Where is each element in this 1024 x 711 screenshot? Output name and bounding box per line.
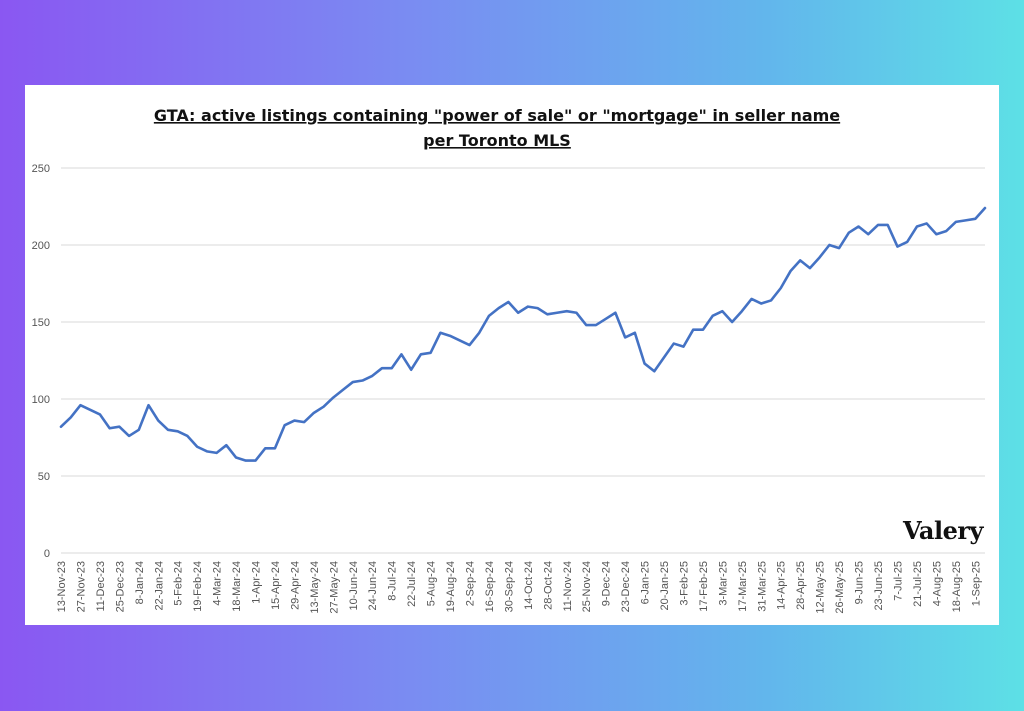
- y-tick-label: 100: [32, 394, 50, 406]
- x-tick-label: 23-Dec-24: [620, 561, 632, 612]
- x-tick-label: 17-Mar-25: [737, 561, 749, 612]
- x-tick-label: 6-Jan-25: [640, 561, 652, 604]
- x-tick-label: 4-Mar-24: [212, 561, 224, 606]
- x-tick-label: 4-Aug-25: [931, 561, 943, 606]
- x-tick-label: 3-Feb-25: [678, 561, 690, 606]
- valery-logo: Valery: [902, 516, 985, 545]
- x-tick-label: 5-Aug-24: [426, 561, 438, 606]
- x-tick-label: 29-Apr-24: [289, 561, 301, 610]
- x-tick-label: 11-Dec-23: [95, 561, 107, 612]
- x-tick-label: 18-Aug-25: [951, 561, 963, 612]
- x-tick-label: 11-Nov-24: [562, 561, 574, 612]
- x-tick-label: 31-Mar-25: [756, 561, 768, 612]
- x-tick-label: 9-Jun-25: [854, 561, 866, 604]
- x-tick-label: 12-May-25: [815, 561, 827, 614]
- x-tick-label: 28-Apr-25: [795, 561, 807, 610]
- x-tick-label: 16-Sep-24: [484, 561, 496, 612]
- line-chart: GTA: active listings containing "power o…: [32, 106, 987, 614]
- x-tick-label: 8-Jan-24: [134, 561, 146, 604]
- x-tick-label: 7-Jul-25: [892, 561, 904, 601]
- x-tick-label: 19-Feb-24: [192, 561, 204, 612]
- x-tick-label: 15-Apr-24: [270, 561, 282, 610]
- x-tick-label: 10-Jun-24: [348, 561, 360, 611]
- y-tick-label: 200: [32, 240, 50, 252]
- x-tick-label: 1-Apr-24: [251, 561, 263, 604]
- x-tick-label: 27-May-24: [328, 561, 340, 614]
- x-tick-label: 8-Jul-24: [387, 561, 399, 601]
- x-tick-label: 9-Dec-24: [601, 561, 613, 606]
- y-tick-label: 0: [44, 548, 50, 560]
- x-tick-label: 20-Jan-25: [659, 561, 671, 611]
- y-tick-label: 150: [32, 317, 50, 329]
- y-tick-label: 250: [32, 163, 50, 175]
- x-tick-label: 13-May-24: [309, 561, 321, 614]
- x-tick-label: 14-Oct-24: [523, 561, 535, 610]
- x-tick-label: 30-Sep-24: [503, 561, 515, 612]
- x-tick-label: 26-May-25: [834, 561, 846, 614]
- chart-card: GTA: active listings containing "power o…: [25, 85, 999, 625]
- x-tick-label: 3-Mar-25: [717, 561, 729, 606]
- series-line: [59, 206, 987, 462]
- x-tick-label: 19-Aug-24: [445, 561, 457, 612]
- x-tick-label: 2-Sep-24: [465, 561, 477, 606]
- x-tick-label: 14-Apr-25: [776, 561, 788, 610]
- y-tick-label: 50: [38, 471, 50, 483]
- x-axis-ticks: 13-Nov-23 27-Nov-23 11-Dec-23 25-Dec-23 8-Ja…: [56, 561, 982, 614]
- x-tick-label: 24-Jun-24: [367, 561, 379, 611]
- x-tick-label: 22-Jul-24: [406, 561, 418, 607]
- x-tick-label: 23-Jun-25: [873, 561, 885, 611]
- x-tick-label: 18-Mar-24: [231, 561, 243, 612]
- series-group: [59, 206, 987, 462]
- x-tick-label: 25-Nov-24: [581, 561, 593, 612]
- x-tick-label: 22-Jan-24: [153, 561, 165, 611]
- chart-title-line2: per Toronto MLS: [423, 131, 571, 150]
- x-tick-label: 21-Jul-25: [912, 561, 924, 607]
- x-tick-label: 13-Nov-23: [56, 561, 68, 612]
- x-tick-label: 28-Oct-24: [542, 561, 554, 610]
- x-tick-label: 25-Dec-23: [114, 561, 126, 612]
- chart-title-line1: GTA: active listings containing "power o…: [154, 106, 840, 125]
- x-tick-label: 27-Nov-23: [75, 561, 87, 612]
- gridlines: [61, 167, 985, 554]
- x-tick-label: 5-Feb-24: [173, 561, 185, 606]
- x-tick-label: 1-Sep-25: [970, 561, 982, 606]
- y-axis-ticks: 0 50 100 150 200 250: [32, 163, 50, 560]
- x-tick-label: 17-Feb-25: [698, 561, 710, 612]
